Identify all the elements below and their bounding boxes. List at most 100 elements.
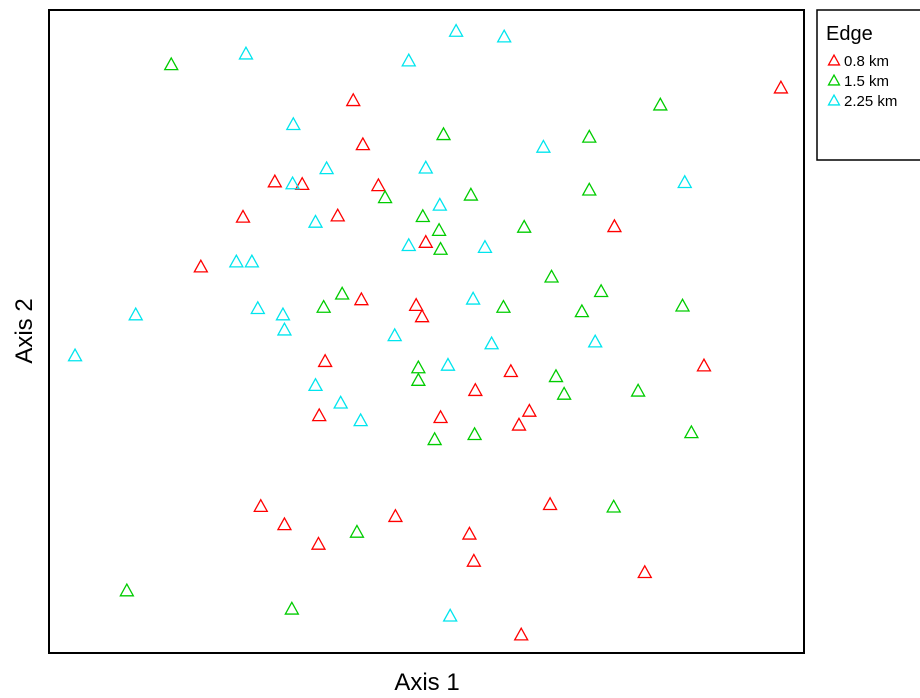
data-point	[310, 536, 327, 550]
data-point	[511, 417, 527, 431]
data-point	[119, 582, 135, 597]
data-point	[244, 253, 260, 268]
data-point	[387, 508, 404, 523]
legend-marker	[827, 53, 841, 66]
data-point	[285, 116, 301, 131]
data-point	[311, 407, 327, 422]
data-point	[581, 181, 597, 196]
data-point	[495, 299, 512, 313]
data-point	[284, 601, 300, 615]
data-point	[513, 626, 529, 641]
data-point	[401, 52, 417, 67]
data-point	[330, 207, 346, 222]
data-point	[461, 526, 478, 540]
data-point	[253, 498, 269, 513]
y-axis-label: Axis 2	[11, 298, 38, 363]
data-point	[410, 372, 426, 386]
data-point	[683, 424, 699, 439]
data-point	[349, 524, 365, 538]
legend-label: 2.25 km	[844, 93, 897, 110]
data-point	[463, 187, 479, 201]
data-point	[440, 357, 456, 371]
x-axis-label: Axis 1	[394, 669, 459, 696]
legend-label: 1.5 km	[844, 73, 889, 90]
data-point	[353, 291, 369, 306]
data-point	[284, 175, 301, 190]
data-point	[535, 139, 552, 153]
data-point	[307, 377, 324, 392]
data-point	[377, 189, 393, 204]
data-points	[67, 23, 789, 641]
data-point	[442, 607, 458, 622]
data-point	[276, 321, 293, 336]
data-point	[542, 496, 558, 511]
data-point	[275, 306, 291, 321]
data-point	[448, 23, 464, 37]
data-point	[435, 126, 452, 141]
plot-area	[48, 9, 805, 654]
data-point	[503, 363, 519, 378]
data-point	[696, 357, 712, 372]
data-point	[163, 56, 179, 71]
data-point	[431, 222, 447, 237]
legend: Edge 0.8 km 1.5 km 2.25 km	[816, 9, 920, 161]
data-point	[370, 177, 387, 192]
data-point	[67, 347, 83, 362]
data-point	[319, 160, 335, 175]
data-point	[238, 45, 254, 60]
data-point	[521, 403, 537, 417]
data-point	[294, 176, 310, 191]
data-point	[334, 285, 350, 300]
data-point	[415, 208, 431, 223]
legend-label: 0.8 km	[844, 53, 889, 70]
data-point	[581, 129, 597, 143]
data-point	[355, 136, 371, 151]
legend-title: Edge	[826, 23, 873, 45]
data-point	[333, 394, 349, 409]
plot-border	[48, 9, 805, 654]
data-point	[228, 253, 244, 268]
data-point	[235, 209, 251, 223]
data-point	[484, 335, 500, 350]
data-point	[496, 28, 512, 43]
data-point	[353, 412, 369, 427]
data-point	[593, 283, 609, 298]
data-point	[276, 516, 293, 531]
legend-marker	[827, 73, 841, 86]
data-point	[637, 564, 653, 579]
data-point	[516, 219, 532, 233]
data-point	[267, 173, 283, 188]
data-point	[548, 368, 564, 383]
data-point	[317, 353, 333, 368]
legend-marker	[827, 93, 841, 106]
data-point	[543, 268, 560, 283]
data-point	[630, 383, 646, 397]
data-point	[345, 92, 361, 107]
data-point	[467, 382, 483, 397]
data-point	[128, 306, 144, 321]
data-point	[418, 159, 434, 174]
data-point	[432, 409, 449, 424]
data-point	[773, 79, 789, 94]
data-point	[465, 291, 481, 305]
data-point	[250, 300, 266, 315]
data-point	[606, 498, 622, 513]
data-point	[652, 96, 668, 111]
data-point	[193, 258, 209, 273]
data-point	[427, 431, 443, 446]
data-point	[387, 327, 403, 342]
data-point	[477, 239, 493, 254]
data-point	[466, 553, 482, 567]
data-point	[401, 237, 417, 252]
data-point	[408, 297, 424, 311]
data-point	[432, 241, 449, 255]
data-point	[418, 234, 434, 248]
data-point	[674, 297, 691, 312]
data-point	[414, 308, 430, 323]
legend-entries: 0.8 km 1.5 km 2.25 km	[827, 53, 897, 110]
data-point	[606, 218, 623, 233]
data-point	[556, 386, 572, 400]
data-point	[432, 197, 448, 211]
data-point	[677, 174, 693, 189]
